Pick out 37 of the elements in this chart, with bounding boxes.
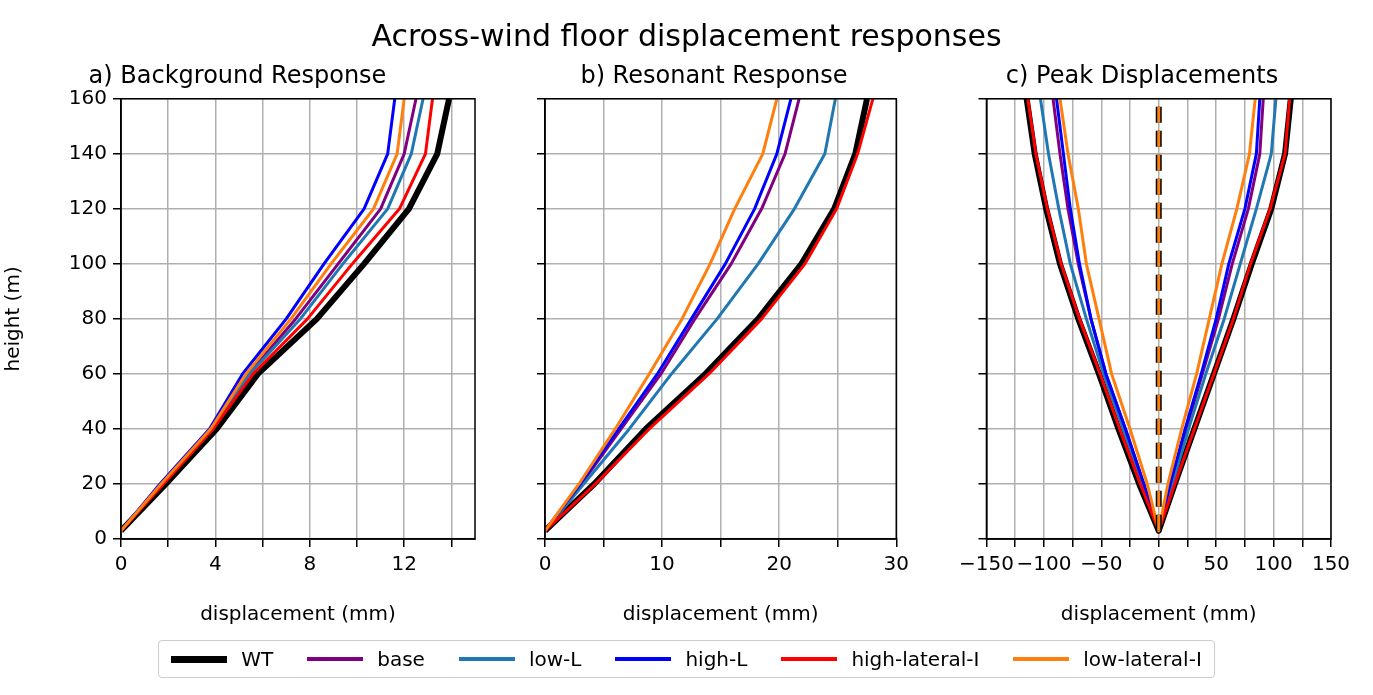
legend-label: low-L: [528, 647, 582, 671]
x-tick-label: 20: [766, 551, 792, 576]
x-tick-label: 150: [1311, 551, 1351, 576]
y-tick-label: 20: [81, 470, 107, 495]
x-tick-label: 30: [883, 551, 909, 576]
x-axis-title: displacement (mm): [1060, 601, 1257, 626]
y-tick-label: 60: [81, 360, 107, 385]
x-axis-title: displacement (mm): [622, 601, 819, 626]
chart-subtitle: b) Resonant Response: [580, 60, 848, 89]
y-axis-title: height (m): [0, 266, 25, 372]
text: Across-wind floor displacement responses: [370, 18, 1003, 53]
x-tick-label: −50: [1080, 551, 1123, 576]
chart-subtitle: c) Peak Displacements: [1005, 60, 1279, 89]
x-tick-label: 0: [114, 551, 128, 576]
x-tick-label: 12: [391, 551, 417, 576]
legend-label: low-lateral-I: [1083, 647, 1202, 671]
y-tick-label: 0: [94, 525, 107, 550]
y-tick-label: 120: [68, 195, 107, 220]
legend-label: base: [377, 647, 425, 671]
x-tick-label: 0: [538, 551, 552, 576]
x-tick-label: −150: [959, 551, 1014, 576]
legend-label: WT: [241, 647, 274, 671]
legend-label: high-lateral-I: [851, 647, 980, 671]
y-tick-label: 80: [81, 305, 107, 330]
x-tick-label: 8: [303, 551, 317, 576]
x-axis-title: displacement (mm): [200, 601, 396, 626]
x-tick-label: 0: [1152, 551, 1166, 576]
y-tick-label: 140: [68, 140, 107, 165]
x-tick-label: 10: [649, 551, 675, 576]
x-tick-label: −100: [1016, 551, 1072, 576]
x-tick-label: 100: [1254, 551, 1293, 576]
y-tick-label: 100: [68, 250, 107, 275]
y-tick-label: 40: [81, 415, 107, 440]
chart-subtitle: a) Background Response: [88, 60, 387, 89]
x-tick-label: 4: [209, 551, 222, 576]
legend-label: high-L: [685, 647, 748, 671]
x-tick-label: 50: [1203, 551, 1229, 576]
